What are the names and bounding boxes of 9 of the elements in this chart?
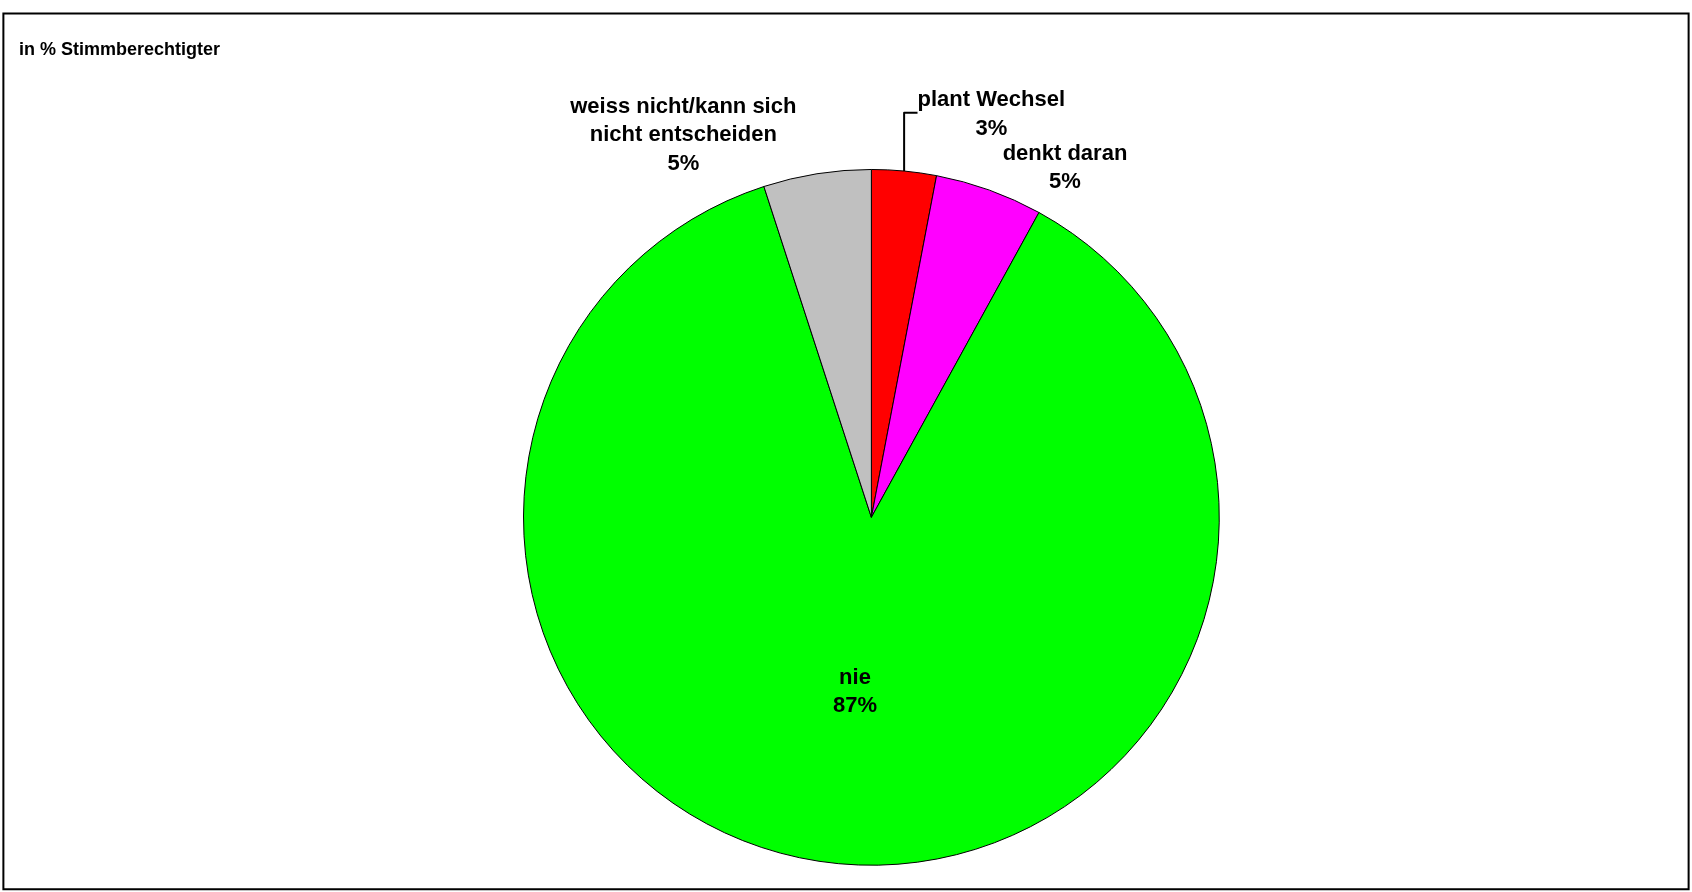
data-label: 5% <box>1049 168 1081 194</box>
text: in % Stimmberechtigter <box>19 39 221 59</box>
slice-label: weiss nicht/kann sich nicht entscheiden <box>569 92 797 147</box>
data-label: 3% <box>975 114 1008 140</box>
slice-label: denkt daran <box>1002 139 1128 165</box>
data-label: 5% <box>667 149 700 175</box>
slice-label: nie <box>839 663 871 689</box>
data-label: 87% <box>832 692 878 718</box>
slice-label: plant Wechsel <box>917 85 1066 111</box>
